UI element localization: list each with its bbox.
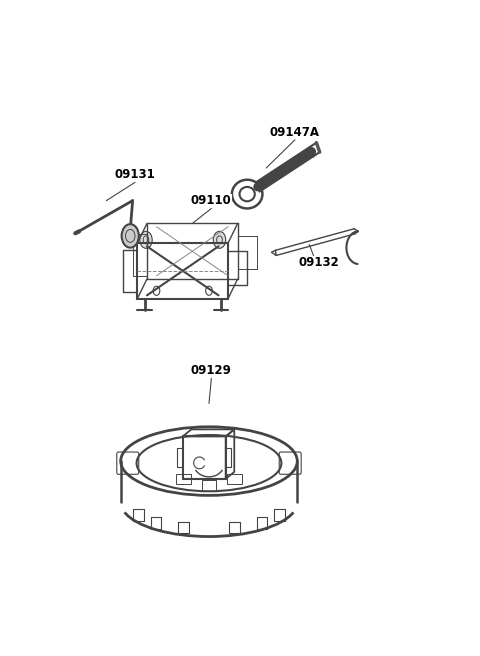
Circle shape xyxy=(213,232,226,249)
Text: 09132: 09132 xyxy=(299,256,339,269)
Text: 09110: 09110 xyxy=(191,194,232,207)
Text: 09129: 09129 xyxy=(191,364,232,377)
Text: 09131: 09131 xyxy=(115,168,156,181)
Text: 09147A: 09147A xyxy=(270,125,320,138)
Circle shape xyxy=(121,224,139,248)
Circle shape xyxy=(140,232,152,249)
